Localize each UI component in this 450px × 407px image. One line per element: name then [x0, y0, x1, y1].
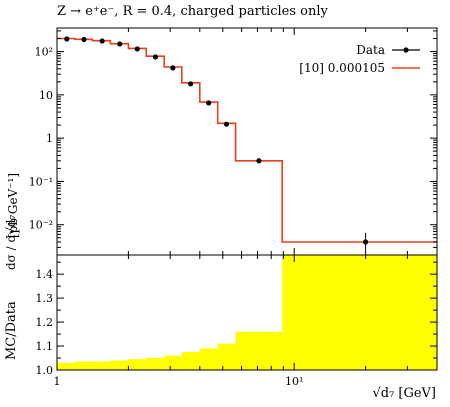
- data-point: [362, 239, 369, 245]
- ratio-y-tick-label: 1.3: [36, 292, 54, 305]
- ratio-band-bin: [164, 355, 182, 370]
- y-tick-label: 10: [39, 89, 53, 102]
- mc-step-line: [57, 37, 437, 243]
- y-tick-label: 1: [46, 132, 53, 145]
- ratio-panel: 1.0 1.1 1.2 1.3 1.4 1 10¹: [36, 254, 438, 388]
- ratio-band-bin: [199, 348, 218, 370]
- legend: Data [10] 0.000105: [299, 43, 420, 75]
- data-point: [206, 100, 212, 106]
- legend-data-label: Data: [356, 43, 385, 57]
- ratio-band-bin: [57, 362, 75, 370]
- x-tick-label: 10¹: [285, 375, 303, 388]
- legend-mc-label: [10] 0.000105: [299, 61, 385, 75]
- ratio-band-bin: [110, 360, 129, 370]
- top-y-axis-label: dσ / d√d₇ [pb GeV⁻¹]: [4, 150, 24, 270]
- data-point: [170, 65, 176, 71]
- data-point: [256, 158, 262, 164]
- ratio-band-bin: [217, 343, 236, 370]
- data-point: [188, 81, 194, 87]
- y-tick-label: 10⁻¹: [29, 175, 53, 188]
- top-ylabel-unit: [pb GeV⁻¹]: [6, 172, 20, 238]
- ratio-y-tick-label: 1.4: [36, 268, 54, 281]
- data-point: [64, 36, 70, 42]
- data-point: [117, 41, 123, 47]
- ratio-y-tick-label: 1.0: [36, 364, 54, 377]
- chart-title: Z → e⁺e⁻, R = 0.4, charged particles onl…: [57, 4, 328, 19]
- ratio-band-bin: [235, 331, 283, 370]
- ratio-band-bin: [146, 358, 165, 370]
- y-tick-label: 10²: [35, 46, 53, 59]
- ratio-band-bin: [181, 352, 200, 370]
- ratio-y-tick-label: 1.1: [36, 340, 54, 353]
- ratio-y-tick-label: 1.2: [36, 316, 54, 329]
- data-point: [81, 36, 87, 43]
- x-axis-label: √d₇ [GeV]: [372, 386, 436, 401]
- ratio-band-bin: [282, 255, 437, 370]
- data-point: [152, 54, 159, 60]
- ratio-band-bin: [92, 361, 111, 370]
- ratio-band-bin: [74, 361, 93, 370]
- data-point: [99, 38, 105, 44]
- top-panel: 10² 10 1 10⁻¹ 10⁻² Data [10] 0.000105: [29, 27, 438, 256]
- data-point: [223, 121, 230, 127]
- ratio-band-bin: [128, 359, 147, 370]
- y-tick-label: 10⁻²: [29, 219, 53, 232]
- data-point: [134, 46, 140, 52]
- x-tick-label: 1: [54, 375, 61, 388]
- legend-data-marker: [403, 47, 409, 53]
- bottom-frame: [56, 254, 438, 371]
